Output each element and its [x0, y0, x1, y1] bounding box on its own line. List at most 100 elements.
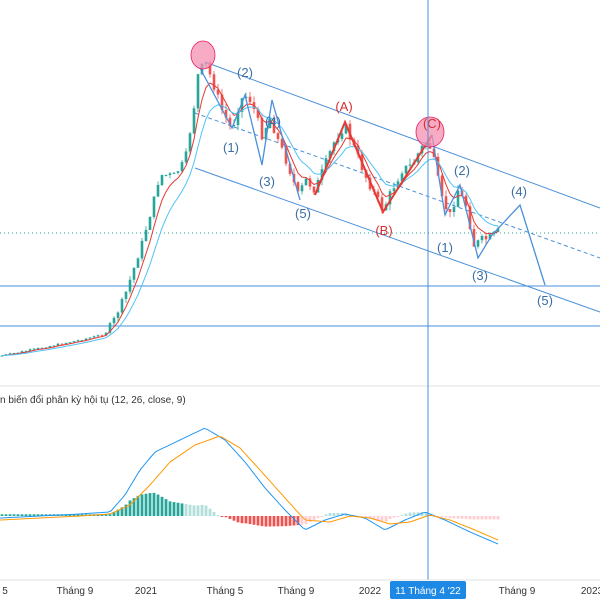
macd-histogram-bar: [300, 516, 304, 525]
candle-body: [408, 164, 412, 166]
macd-histogram-bar: [216, 515, 220, 517]
candle-body: [148, 216, 152, 230]
macd-histogram-bar: [24, 514, 28, 516]
candle-body: [180, 162, 184, 172]
macd-histogram-bar: [164, 499, 168, 516]
macd-histogram-bar: [268, 516, 272, 527]
ema-slow-line: [1, 104, 499, 357]
macd-histogram-bar: [312, 516, 316, 521]
candle-body: [356, 145, 360, 155]
candle-body: [172, 172, 176, 174]
macd-histogram-bar: [232, 516, 236, 521]
candle-body: [132, 267, 136, 280]
macd-histogram-bar: [152, 492, 156, 516]
candle-body: [160, 174, 164, 185]
candle-body: [268, 118, 272, 129]
candle-body: [24, 350, 28, 352]
candle-body: [68, 342, 72, 344]
macd-histogram-bar: [448, 516, 452, 519]
candle-body: [284, 147, 288, 164]
candle-body: [496, 228, 500, 232]
macd-histogram-bar: [236, 516, 240, 523]
macd-histogram-bar: [496, 516, 500, 520]
macd-histogram-bar: [44, 514, 48, 516]
candle-body: [228, 117, 232, 126]
macd-line: [0, 427, 499, 545]
macd-histogram-bar: [176, 502, 180, 516]
macd-histogram-bar: [208, 508, 212, 516]
macd-histogram-bar: [248, 516, 252, 525]
macd-histogram-bar: [180, 503, 184, 516]
macd-histogram-bar: [316, 516, 320, 519]
macd-histogram-bar: [456, 516, 460, 519]
macd-histogram-bar: [264, 516, 268, 527]
x-tick-label: Tháng 9: [499, 586, 536, 597]
candle-body: [80, 340, 84, 342]
macd-histogram-bar: [80, 514, 84, 516]
macd-histogram-bar: [200, 504, 204, 516]
macd-histogram-bar: [336, 513, 340, 516]
peak-highlight: [415, 116, 445, 148]
macd-histogram-bar: [112, 511, 116, 516]
x-tick-label: Tháng 9: [57, 586, 94, 597]
macd-histogram-bar: [104, 514, 108, 516]
horizontal-levels: [0, 232, 600, 327]
candle-body: [444, 196, 448, 210]
macd-histogram-bar: [256, 516, 260, 526]
macd-histogram-bar: [36, 514, 40, 516]
macd-histogram-bar: [224, 516, 228, 518]
candle-body: [328, 151, 332, 159]
candle-body: [168, 173, 172, 175]
candle-body: [52, 345, 56, 347]
macd-histogram-bar: [364, 516, 368, 517]
candle-body: [344, 123, 348, 134]
macd-histogram-bar: [348, 515, 352, 517]
candle-body: [452, 206, 456, 213]
x-tick-label: 5: [2, 586, 8, 597]
candle-body: [432, 148, 436, 157]
macd-histogram-bar: [76, 514, 80, 516]
candle-body: [280, 139, 284, 148]
macd-histogram-bar: [332, 513, 336, 516]
macd-histogram-bar: [284, 516, 288, 527]
macd-histogram-bar: [108, 514, 112, 516]
macd-histogram-bar: [400, 514, 404, 516]
candle-body: [96, 335, 100, 337]
macd-histogram-bar: [320, 516, 324, 517]
candle-body: [188, 133, 192, 152]
macd-histogram-bar: [144, 493, 148, 516]
candle-body: [480, 236, 484, 241]
macd-histogram-bar: [372, 516, 376, 520]
candle-body: [256, 109, 260, 118]
wave-paths: [199, 67, 546, 286]
candle-body: [144, 229, 148, 241]
macd-histogram-bar: [420, 512, 424, 516]
candle-body: [224, 109, 228, 118]
candle-body: [220, 94, 224, 110]
candle-body: [140, 240, 144, 259]
channel-lower-line: [194, 167, 600, 313]
candle-body: [320, 169, 324, 181]
macd-histogram-bar: [396, 516, 400, 517]
candle-body: [400, 173, 404, 182]
macd-histogram-bar: [184, 504, 188, 516]
candle-body: [308, 178, 312, 187]
candle-body: [128, 279, 132, 292]
candle-body: [124, 291, 128, 299]
pivot-highlights: [190, 40, 445, 148]
candle-body: [84, 338, 88, 341]
macd-histogram-bar: [12, 514, 16, 516]
candle-body: [28, 349, 32, 351]
candle-body: [108, 323, 112, 333]
macd-histogram-bar: [124, 504, 128, 516]
crosshair-cursor: 11 Tháng 4 '22: [390, 0, 466, 599]
wave-labels: (2) (4) (1) (3) (5) (A) (C) (B) (2) (4) (1) (3) (5): [223, 65, 553, 308]
candle-body: [376, 191, 380, 198]
macd-histogram-bar: [140, 494, 144, 516]
candle-body: [88, 337, 92, 339]
candle-body: [392, 188, 396, 192]
macd-histogram-bar: [68, 514, 72, 516]
candle-body: [164, 174, 168, 176]
macd-histogram-bar: [32, 514, 36, 516]
